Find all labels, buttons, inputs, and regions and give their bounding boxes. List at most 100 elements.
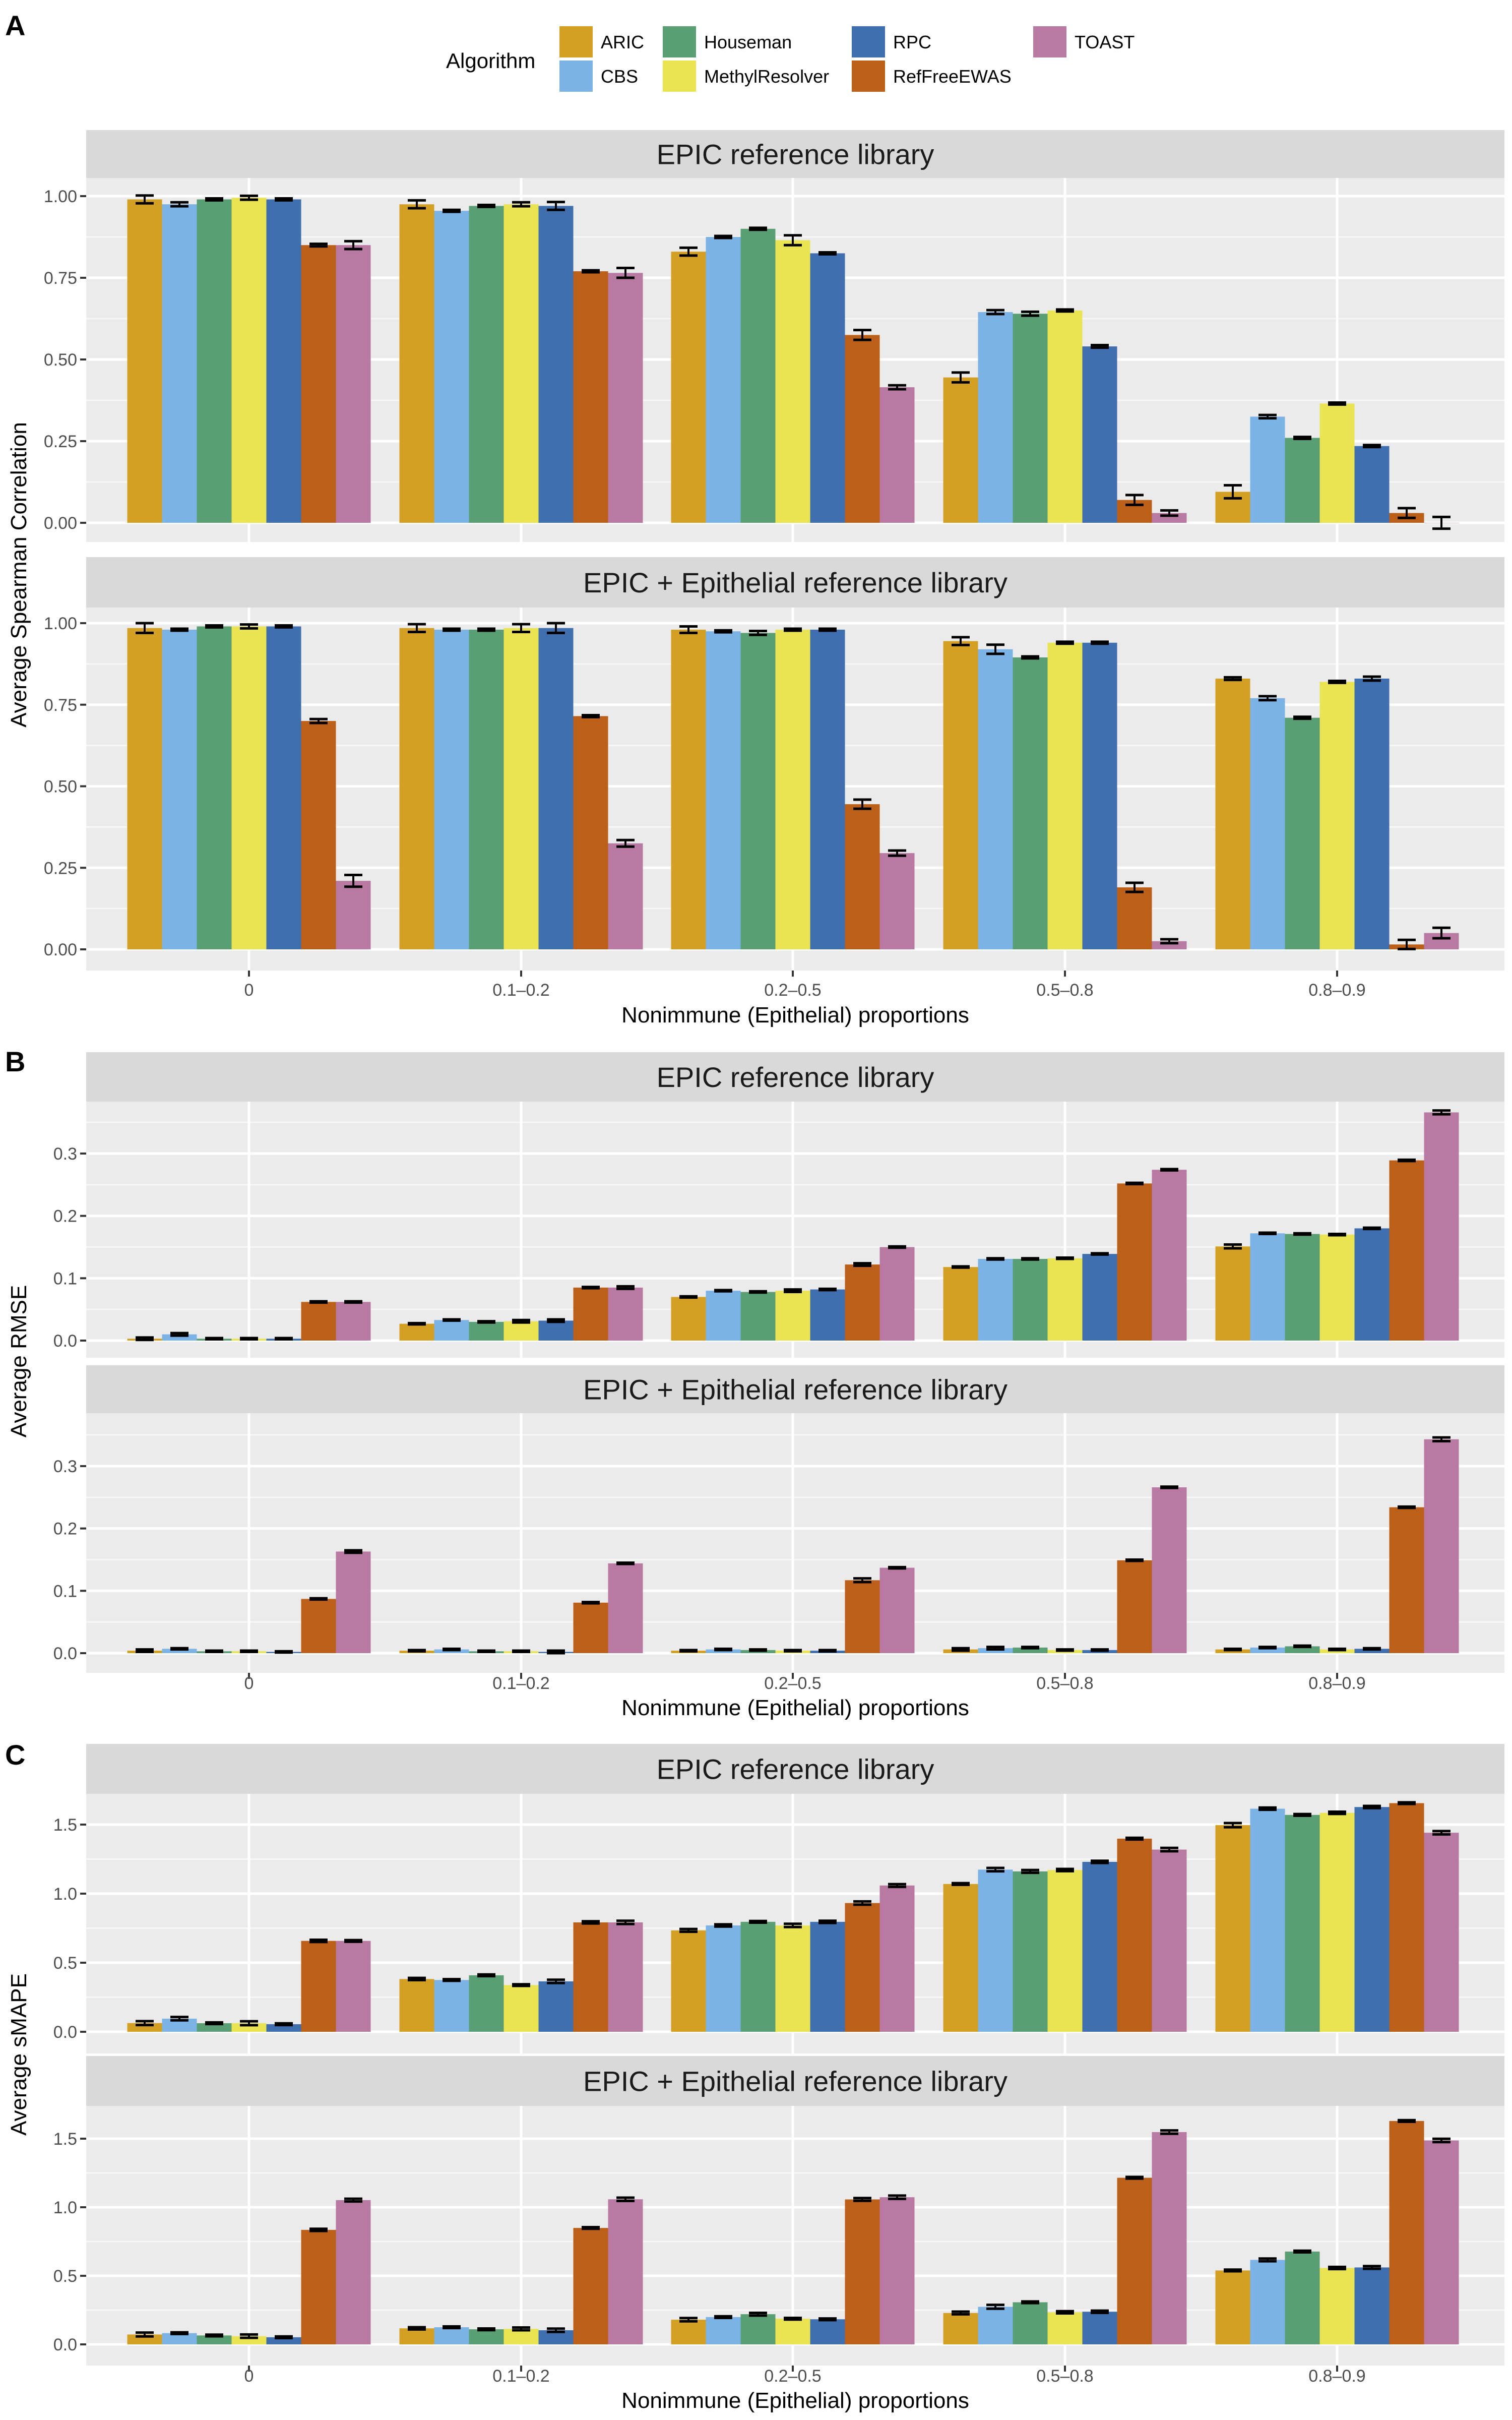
error-bar <box>309 717 328 724</box>
error-bar <box>784 627 802 632</box>
bar-rpc-0.2-0.5 <box>810 629 845 949</box>
error-bar <box>477 1973 495 1978</box>
bar-aric-0.5-0.8 <box>943 1884 978 2032</box>
error-bar <box>547 1318 565 1323</box>
error-bar <box>1363 1647 1381 1651</box>
error-bar <box>205 197 223 202</box>
error-bar <box>888 1245 906 1249</box>
bar-methylresolver-0.1-0.2 <box>503 1985 539 2032</box>
error-bar <box>679 246 698 257</box>
error-bar <box>749 1648 767 1652</box>
error-bar <box>986 309 1004 316</box>
error-bar <box>205 1337 223 1341</box>
bar-rpc-0.1-0.2 <box>538 628 574 949</box>
legend-swatch <box>559 60 593 92</box>
error-bar <box>1091 2309 1109 2314</box>
error-bar <box>1432 515 1451 530</box>
facet-strip <box>86 557 1504 608</box>
error-bar <box>818 1649 837 1653</box>
error-bar <box>1328 401 1346 406</box>
bar-rpc-0.5-0.8 <box>1082 1861 1117 2032</box>
bar-houseman-0.2-0.5 <box>740 228 776 523</box>
bar-cbs-0 <box>162 204 197 523</box>
error-bar <box>1160 938 1178 945</box>
error-bar <box>1328 1810 1346 1816</box>
bar-toast-0.2-0.5 <box>879 2197 915 2344</box>
bar-houseman-0.5-0.8 <box>1013 657 1048 949</box>
bar-aric-0 <box>127 628 162 949</box>
error-bar <box>1091 640 1109 645</box>
y-tick-label: 1.5 <box>53 1816 77 1835</box>
error-bar <box>344 239 362 251</box>
error-bar <box>1056 1867 1074 1872</box>
error-bar <box>818 2317 837 2322</box>
error-bar <box>616 2196 635 2202</box>
y-tick-label: 0.2 <box>53 1207 77 1226</box>
bar-aric-0 <box>127 199 162 523</box>
bar-rpc-0 <box>266 626 301 949</box>
bar-methylresolver-0.2-0.5 <box>775 2319 810 2344</box>
y-tick-label: 0.2 <box>53 1520 77 1539</box>
error-bar <box>1091 343 1109 349</box>
error-bar <box>582 1601 600 1605</box>
error-bar <box>547 201 565 211</box>
y-tick-label: 0.5 <box>53 1954 77 1973</box>
error-bar <box>888 384 906 391</box>
bar-reffreeewas-0.2-0.5 <box>845 2199 880 2344</box>
error-bar <box>749 1290 767 1294</box>
error-bar <box>477 1649 495 1654</box>
y-tick-label: 0.25 <box>44 432 77 451</box>
bar-rpc-0.8-0.9 <box>1354 1228 1390 1341</box>
error-bar <box>1021 1868 1039 1874</box>
legend-item-reffreeewas: RefFreeEWAS <box>852 60 1012 92</box>
y-axis-title-b: Average RMSE <box>7 1285 31 1437</box>
y-tick-label: 0.75 <box>44 269 77 288</box>
error-bar <box>679 625 698 634</box>
facet-strip <box>86 2056 1504 2106</box>
error-bar <box>1224 2268 1242 2273</box>
bar-houseman-0.2-0.5 <box>740 1921 776 2032</box>
bar-rpc-0.5-0.8 <box>1082 2312 1117 2344</box>
y-tick-label: 1.00 <box>44 614 77 633</box>
bar-houseman-0.1-0.2 <box>469 206 504 523</box>
facet-title: EPIC + Epithelial reference library <box>583 1374 1007 1406</box>
error-bar <box>1432 926 1451 940</box>
bar-toast-0.5-0.8 <box>1152 1849 1187 2032</box>
x-tick-label: 0.1–0.2 <box>492 981 549 1000</box>
bar-reffreeewas-0.1-0.2 <box>573 2228 608 2344</box>
error-bar <box>1293 2249 1311 2254</box>
error-bar <box>1160 2129 1178 2135</box>
error-bar <box>512 201 530 208</box>
error-bar <box>888 2194 906 2200</box>
bar-aric-0.1-0.2 <box>399 2328 434 2344</box>
bar-houseman-0.5-0.8 <box>1013 1871 1048 2032</box>
bar-methylresolver-0.2-0.5 <box>775 1925 810 2032</box>
y-tick-label: 1.0 <box>53 1885 77 1904</box>
bar-toast-0.1-0.2 <box>608 1563 643 1653</box>
error-bar <box>136 622 154 634</box>
error-bar <box>582 1920 600 1925</box>
bar-cbs-0 <box>162 1649 197 1653</box>
error-bar <box>853 329 871 341</box>
bar-methylresolver-0.5-0.8 <box>1047 2312 1083 2344</box>
facet-title: EPIC + Epithelial reference library <box>583 2066 1007 2097</box>
error-bar <box>1021 310 1039 317</box>
error-bar <box>1021 655 1039 660</box>
bar-toast-0 <box>336 245 371 523</box>
error-bar <box>408 1649 426 1653</box>
error-bar <box>443 208 461 213</box>
error-bar <box>205 624 223 629</box>
error-bar <box>749 226 767 231</box>
error-bar <box>512 623 530 633</box>
bar-houseman-0 <box>197 199 232 523</box>
bar-reffreeewas-0 <box>301 1941 336 2032</box>
error-bar <box>714 629 732 634</box>
bar-toast-0.5-0.8 <box>1152 1170 1187 1341</box>
error-bar <box>512 1983 530 1987</box>
x-axis-title-b: Nonimmune (Epithelial) proportions <box>621 1696 969 1720</box>
error-bar <box>1056 2310 1074 2315</box>
bar-aric-0.2-0.5 <box>671 2320 706 2344</box>
error-bar <box>1125 494 1144 506</box>
facet-strip <box>86 1744 1504 1794</box>
error-bar <box>1293 1232 1311 1236</box>
